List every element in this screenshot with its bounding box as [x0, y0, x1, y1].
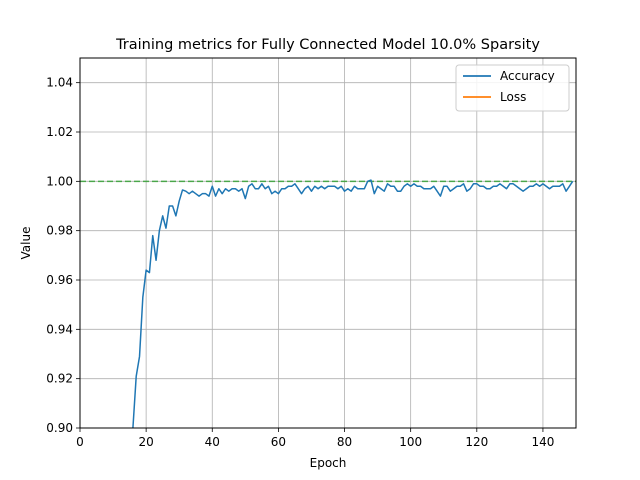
y-axis-label: Value: [19, 227, 33, 260]
y-tick-label: 1.00: [46, 174, 73, 188]
x-tick-label: 100: [399, 435, 422, 449]
x-tick-label: 80: [337, 435, 352, 449]
plot-frame: [79, 57, 577, 429]
series-line-accuracy: [132, 179, 574, 428]
x-tick-label: 0: [76, 435, 84, 449]
series-lines: [132, 179, 574, 428]
legend-label-loss: Loss: [500, 90, 526, 104]
legend: Accuracy Loss: [455, 64, 570, 112]
x-tick-label: 60: [271, 435, 286, 449]
y-tick-label: 0.90: [46, 421, 73, 435]
y-tick-label: 1.02: [46, 125, 73, 139]
x-axis: 0 20 40 60 80 100 120 140: [76, 428, 554, 449]
x-tick-label: 140: [531, 435, 554, 449]
y-tick-label: 0.98: [46, 224, 73, 238]
y-tick-label: 1.04: [46, 76, 73, 90]
chart-title: Training metrics for Fully Connected Mod…: [115, 37, 540, 53]
y-tick-label: 0.92: [46, 372, 73, 386]
x-tick-label: 40: [205, 435, 220, 449]
x-axis-label: Epoch: [310, 456, 347, 470]
y-tick-label: 0.94: [46, 322, 73, 336]
y-axis: 0.90 0.92 0.94 0.96 0.98 1.00 1.02 1.04: [46, 76, 80, 435]
y-tick-label: 0.96: [46, 273, 73, 287]
legend-label-accuracy: Accuracy: [500, 69, 555, 83]
x-tick-label: 20: [138, 435, 153, 449]
x-tick-label: 120: [465, 435, 488, 449]
